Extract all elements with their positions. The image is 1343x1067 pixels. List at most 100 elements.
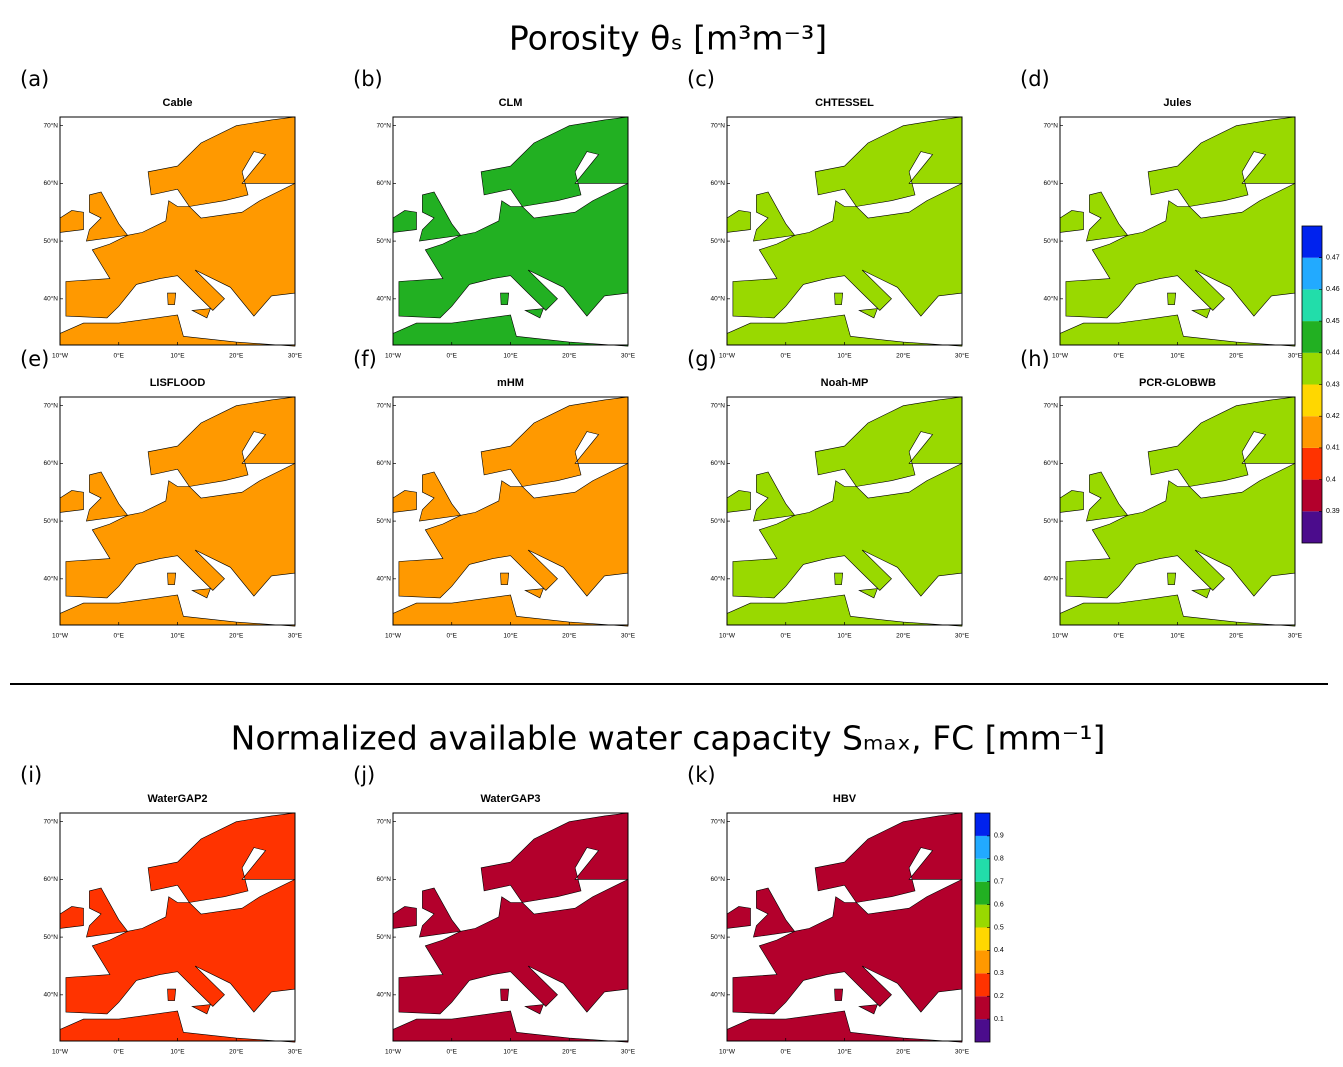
colorbar-segment xyxy=(975,835,990,859)
sea xyxy=(855,847,963,915)
land xyxy=(834,572,844,585)
panel-title: mHM xyxy=(497,377,524,389)
lat-tick-label: 50°N xyxy=(376,517,391,525)
lat-tick-label: 50°N xyxy=(376,237,391,245)
land xyxy=(1167,292,1177,305)
land xyxy=(392,594,629,627)
lon-tick-label: 0°E xyxy=(1113,632,1124,640)
sea xyxy=(188,151,296,219)
land xyxy=(191,308,211,319)
lon-tick-label: 20°E xyxy=(1229,352,1244,360)
lat-tick-label: 60°N xyxy=(43,459,58,467)
land xyxy=(732,116,963,319)
lon-tick-label: 30°E xyxy=(955,1048,970,1056)
colorbar-segment xyxy=(975,927,990,951)
lat-tick-label: 70°N xyxy=(710,401,725,409)
lon-tick-label: 20°E xyxy=(229,1048,244,1056)
colorbar-tick-label: 0.3 xyxy=(994,970,1004,977)
panel-title: HBV xyxy=(833,793,857,805)
lat-tick-label: 40°N xyxy=(43,991,58,999)
colorbar-segment xyxy=(1302,289,1322,322)
land xyxy=(1085,471,1129,522)
land xyxy=(1059,594,1296,627)
panel-label: (f) xyxy=(353,347,377,371)
land xyxy=(726,1010,963,1043)
lon-tick-label: 10°W xyxy=(385,352,402,360)
lon-tick-label: 20°E xyxy=(896,632,911,640)
land xyxy=(834,988,844,1001)
land xyxy=(167,572,177,585)
lon-tick-label: 20°E xyxy=(229,352,244,360)
land xyxy=(65,812,296,1015)
colorbar-segment xyxy=(1302,416,1322,448)
lon-tick-label: 10°E xyxy=(170,1048,185,1056)
lon-tick-label: 10°E xyxy=(170,632,185,640)
lon-tick-label: 10°E xyxy=(170,352,185,360)
lat-tick-label: 40°N xyxy=(376,295,391,303)
land xyxy=(500,572,510,585)
colorbar-segment xyxy=(975,881,990,905)
lon-tick-label: 0°E xyxy=(113,632,124,640)
colorbar-tick-label: 0.4 xyxy=(1326,476,1336,483)
colorbar-segment xyxy=(975,973,990,997)
colorbar-tick-label: 0.42 xyxy=(1326,413,1340,420)
panel-label: (h) xyxy=(1020,347,1050,371)
section-title: Normalized available water capacity Sₘₐₓ… xyxy=(231,719,1106,758)
land xyxy=(418,191,462,242)
lon-tick-label: 30°E xyxy=(288,632,303,640)
colorbar-segment xyxy=(1302,479,1322,512)
colorbar-segment xyxy=(1302,352,1322,385)
lon-tick-label: 30°E xyxy=(288,1048,303,1056)
land xyxy=(726,906,751,929)
land xyxy=(1065,396,1296,599)
lon-tick-label: 10°W xyxy=(719,632,736,640)
lon-tick-label: 10°E xyxy=(1170,632,1185,640)
sea xyxy=(1188,151,1296,219)
colorbar-segment xyxy=(975,813,990,836)
colorbar-tick-label: 0.5 xyxy=(994,924,1004,931)
panel-title: Jules xyxy=(1163,97,1191,109)
land xyxy=(1191,588,1211,599)
sea xyxy=(188,847,296,915)
panel-label: (b) xyxy=(353,67,383,91)
panel-title: Noah-MP xyxy=(821,377,869,389)
lon-tick-label: 30°E xyxy=(955,632,970,640)
land xyxy=(85,191,129,242)
lon-tick-label: 0°E xyxy=(1113,352,1124,360)
land xyxy=(1085,191,1129,242)
colorbar-segment xyxy=(1302,511,1322,543)
land xyxy=(858,308,878,319)
land xyxy=(1059,210,1084,233)
land xyxy=(726,490,751,513)
colorbar-tick-label: 0.44 xyxy=(1326,350,1340,357)
lon-tick-label: 10°E xyxy=(503,1048,518,1056)
land xyxy=(524,588,544,599)
lon-tick-label: 0°E xyxy=(113,1048,124,1056)
land xyxy=(59,906,84,929)
land xyxy=(398,396,629,599)
colorbar-tick-label: 0.39 xyxy=(1326,508,1340,515)
lat-tick-label: 70°N xyxy=(43,401,58,409)
lat-tick-label: 40°N xyxy=(710,991,725,999)
colorbar-tick-label: 0.6 xyxy=(994,901,1004,908)
lat-tick-label: 40°N xyxy=(710,295,725,303)
land xyxy=(59,490,84,513)
panel-title: LISFLOOD xyxy=(150,377,206,389)
lon-tick-label: 20°E xyxy=(562,352,577,360)
colorbar-tick-label: 0.2 xyxy=(994,993,1004,1000)
colorbar-segment xyxy=(1302,226,1322,258)
land xyxy=(167,292,177,305)
land xyxy=(398,116,629,319)
lat-tick-label: 70°N xyxy=(1043,401,1058,409)
sea xyxy=(521,151,629,219)
sea xyxy=(521,847,629,915)
sea xyxy=(521,431,629,499)
sea xyxy=(1188,431,1296,499)
land xyxy=(59,210,84,233)
colorbar-tick-label: 0.41 xyxy=(1326,445,1340,452)
lon-tick-label: 10°E xyxy=(837,632,852,640)
panel-label: (c) xyxy=(687,67,715,91)
lon-tick-label: 10°W xyxy=(719,1048,736,1056)
lon-tick-label: 30°E xyxy=(955,352,970,360)
